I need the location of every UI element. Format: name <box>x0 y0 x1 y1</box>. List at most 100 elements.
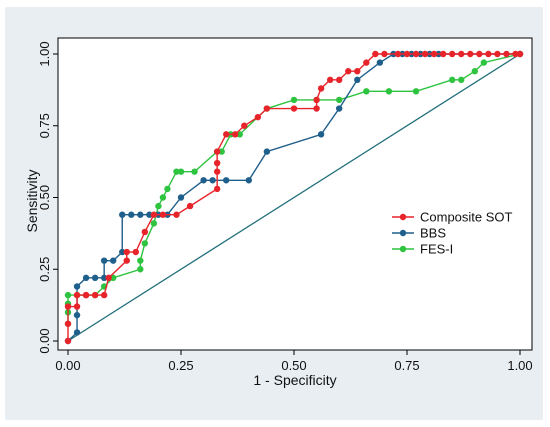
data-point <box>82 274 90 282</box>
data-point <box>317 85 325 92</box>
data-point <box>290 105 298 112</box>
data-point <box>100 291 108 299</box>
series-group <box>64 50 524 345</box>
data-point <box>119 248 126 256</box>
data-point <box>326 76 334 84</box>
data-point <box>245 177 252 184</box>
y-axis-title: Sensitivity <box>24 169 40 232</box>
data-point <box>137 257 144 264</box>
x-tick-label: 0.00 <box>55 358 80 373</box>
data-point <box>516 50 524 58</box>
x-tick-label: 0.50 <box>281 358 306 373</box>
data-point <box>317 131 325 138</box>
data-point <box>458 76 465 84</box>
data-point <box>263 105 271 112</box>
data-point <box>471 68 478 75</box>
data-point <box>372 50 379 58</box>
data-point <box>150 220 158 227</box>
data-point <box>150 211 158 218</box>
data-point <box>354 76 361 84</box>
data-point <box>512 50 519 58</box>
data-point <box>403 50 411 58</box>
data-point <box>336 76 343 84</box>
data-point <box>110 274 117 282</box>
reference-line-group <box>67 53 521 342</box>
data-point <box>336 96 343 104</box>
data-point <box>141 228 149 236</box>
data-point <box>213 159 221 167</box>
series-line <box>67 53 520 341</box>
data-point <box>485 50 492 58</box>
x-axis-title: 1 - Specificity <box>253 372 336 388</box>
data-point <box>73 291 81 299</box>
data-point <box>137 211 144 218</box>
data-point <box>363 59 370 66</box>
data-point <box>132 248 139 256</box>
data-point <box>91 274 99 282</box>
data-point <box>363 88 370 95</box>
data-point <box>236 131 243 138</box>
data-point <box>290 96 298 104</box>
data-point <box>503 50 510 58</box>
x-tick-label: 1.00 <box>507 358 532 373</box>
series-line <box>67 53 521 324</box>
y-tick-label: 0.25 <box>37 257 52 282</box>
axes: 0.00 0.25 0.50 0.75 1.00 0.00 0.25 0.50 0.75 1.00 <box>37 41 533 373</box>
data-point <box>177 194 185 201</box>
data-point <box>412 88 420 95</box>
data-point <box>421 50 429 58</box>
data-point <box>254 113 262 121</box>
data-point <box>186 202 194 210</box>
data-point <box>458 50 465 58</box>
data-point <box>313 96 320 104</box>
data-point <box>213 148 221 155</box>
legend-marker <box>399 245 407 253</box>
data-point <box>449 50 456 58</box>
data-point <box>476 50 483 58</box>
data-point <box>213 168 221 175</box>
data-point <box>381 50 388 58</box>
data-point <box>494 50 501 58</box>
data-point <box>345 68 352 75</box>
data-point <box>439 50 447 58</box>
y-tick-label: 0.50 <box>37 185 52 210</box>
data-point <box>430 50 438 58</box>
data-point <box>128 211 135 218</box>
data-point <box>123 257 130 264</box>
data-point <box>73 303 81 310</box>
data-point <box>159 194 167 201</box>
data-point <box>119 211 126 218</box>
data-point <box>64 303 72 310</box>
data-point <box>146 211 153 218</box>
data-point <box>385 88 393 95</box>
reference-line <box>67 53 521 342</box>
legend-label: BBS <box>420 226 446 241</box>
legend-label: Composite SOT <box>420 210 513 225</box>
data-point <box>141 240 149 247</box>
legend-marker <box>399 213 407 221</box>
data-point <box>412 50 420 58</box>
data-point <box>173 168 180 175</box>
data-point <box>394 50 402 58</box>
legend-marker <box>399 229 407 237</box>
data-point <box>263 148 271 155</box>
data-point <box>354 68 361 75</box>
data-point <box>209 177 216 184</box>
data-point <box>91 291 99 299</box>
data-point <box>213 185 221 193</box>
y-tick-label: 1.00 <box>37 41 52 66</box>
y-tick-label: 0.00 <box>37 328 52 353</box>
data-point <box>100 274 108 282</box>
data-point <box>164 185 171 193</box>
data-point <box>123 248 130 256</box>
data-point <box>155 202 162 210</box>
x-tick-label: 0.75 <box>394 358 419 373</box>
data-point <box>159 211 167 218</box>
data-point <box>64 291 72 299</box>
data-point <box>64 337 72 345</box>
data-point <box>449 76 456 84</box>
data-point <box>110 257 117 264</box>
data-point <box>177 168 185 175</box>
